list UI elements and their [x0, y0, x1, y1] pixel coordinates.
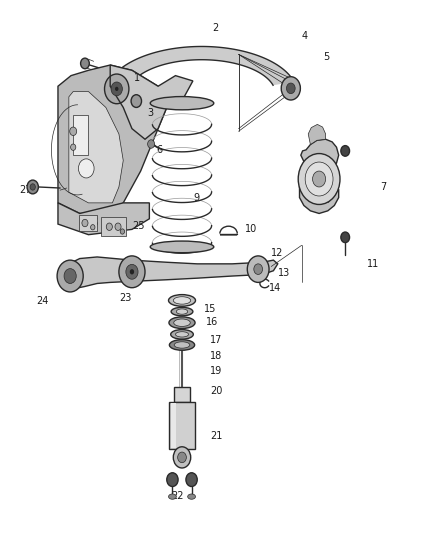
Text: 25: 25: [132, 221, 145, 231]
Circle shape: [126, 264, 138, 279]
Ellipse shape: [169, 494, 177, 499]
Circle shape: [105, 74, 129, 104]
Circle shape: [106, 223, 113, 230]
Text: 9: 9: [193, 192, 199, 203]
Polygon shape: [110, 65, 193, 139]
Polygon shape: [308, 124, 325, 144]
Text: 12: 12: [271, 248, 283, 259]
Circle shape: [173, 447, 191, 468]
Text: 27: 27: [20, 185, 32, 195]
Text: 1: 1: [134, 73, 140, 83]
Circle shape: [115, 87, 118, 91]
Circle shape: [30, 184, 35, 190]
Ellipse shape: [187, 494, 195, 499]
Circle shape: [81, 58, 89, 69]
Polygon shape: [58, 65, 167, 214]
Polygon shape: [300, 139, 339, 214]
Text: 8: 8: [323, 195, 329, 205]
Text: 4: 4: [302, 31, 308, 41]
Circle shape: [27, 180, 39, 194]
Circle shape: [298, 154, 340, 205]
Text: 13: 13: [278, 268, 290, 278]
Circle shape: [178, 452, 186, 463]
Polygon shape: [109, 46, 294, 85]
Circle shape: [119, 256, 145, 288]
Text: 11: 11: [367, 259, 379, 269]
Ellipse shape: [174, 342, 190, 348]
Circle shape: [341, 232, 350, 243]
Bar: [101, 217, 126, 236]
Circle shape: [82, 219, 88, 227]
Bar: [73, 115, 88, 155]
Circle shape: [148, 140, 155, 148]
Text: 23: 23: [119, 293, 131, 303]
Text: 20: 20: [210, 386, 223, 396]
Polygon shape: [69, 92, 123, 203]
Circle shape: [78, 159, 94, 178]
Circle shape: [186, 473, 197, 487]
Text: 19: 19: [210, 367, 223, 376]
Polygon shape: [220, 233, 237, 236]
Circle shape: [120, 229, 124, 234]
Text: 17: 17: [210, 335, 223, 345]
Ellipse shape: [171, 329, 193, 339]
Bar: [169, 402, 195, 449]
Text: 5: 5: [323, 52, 330, 62]
Circle shape: [130, 269, 134, 274]
Ellipse shape: [169, 317, 195, 328]
Text: 18: 18: [210, 351, 223, 361]
Text: 10: 10: [245, 224, 258, 235]
Ellipse shape: [174, 319, 190, 326]
Circle shape: [281, 77, 300, 100]
Ellipse shape: [173, 297, 191, 304]
Circle shape: [131, 95, 141, 108]
Ellipse shape: [150, 241, 214, 253]
Circle shape: [247, 256, 269, 282]
Polygon shape: [62, 257, 278, 289]
Ellipse shape: [171, 308, 193, 316]
Text: 26: 26: [86, 218, 99, 228]
Text: 6: 6: [156, 145, 162, 155]
Circle shape: [71, 144, 76, 150]
Polygon shape: [58, 203, 149, 235]
Bar: [171, 403, 176, 448]
Ellipse shape: [150, 96, 214, 110]
Text: 14: 14: [269, 282, 281, 293]
Text: 2: 2: [212, 23, 219, 33]
Circle shape: [91, 224, 95, 230]
Circle shape: [167, 473, 178, 487]
Text: 7: 7: [380, 182, 386, 192]
Text: 22: 22: [171, 490, 184, 500]
Circle shape: [70, 127, 77, 135]
Circle shape: [286, 83, 295, 94]
Text: 15: 15: [204, 304, 216, 314]
Text: 16: 16: [206, 317, 218, 327]
Circle shape: [115, 223, 121, 230]
Ellipse shape: [176, 332, 188, 337]
Circle shape: [64, 269, 76, 284]
Text: 24: 24: [36, 296, 49, 306]
Text: 21: 21: [210, 431, 223, 441]
Ellipse shape: [169, 295, 195, 306]
Circle shape: [111, 82, 122, 96]
Bar: [79, 215, 97, 231]
Text: 3: 3: [147, 108, 153, 118]
Circle shape: [305, 162, 333, 196]
Circle shape: [57, 260, 83, 292]
Circle shape: [341, 146, 350, 156]
Circle shape: [254, 264, 262, 274]
Bar: [174, 387, 190, 402]
Circle shape: [313, 171, 325, 187]
Ellipse shape: [170, 340, 194, 350]
Ellipse shape: [177, 309, 187, 314]
